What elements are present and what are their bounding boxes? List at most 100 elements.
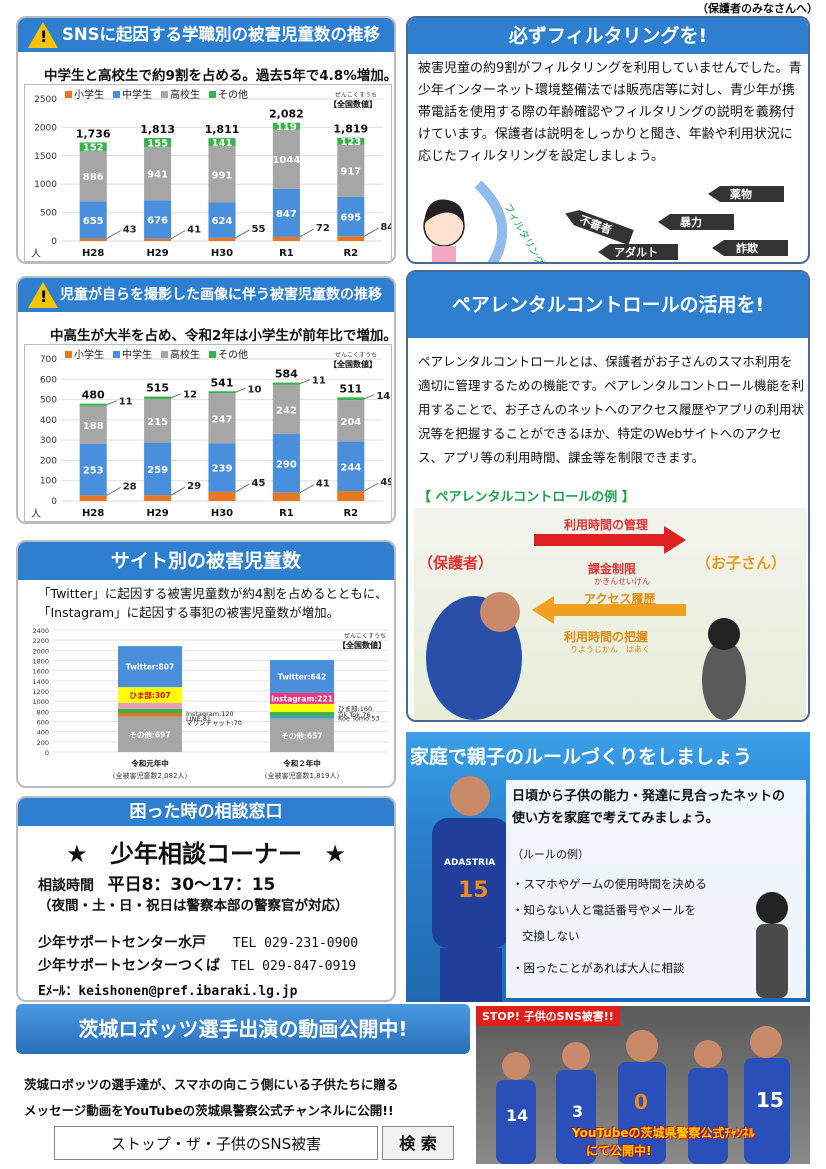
data-label: その他:697 <box>129 729 170 739</box>
data-label: 141 <box>212 138 233 149</box>
panel-header: ペアレンタルコントロールの活用を! <box>408 272 808 338</box>
arrows <box>426 526 746 720</box>
search-box[interactable]: ストップ・ザ・子供のSNS被害 <box>54 1126 378 1160</box>
center-tel[interactable]: TEL 029-847-0919 <box>230 959 357 974</box>
panel-site-victims: サイト別の被害児童数 「Twitter」に起因する被害児童数が約4割を占めるとと… <box>16 540 396 788</box>
search-button-label: 検 索 <box>399 1134 437 1153</box>
bar-segment <box>144 398 172 443</box>
x-tick-label: 令和元年中 <box>130 758 169 768</box>
email-address[interactable]: Eﾒｰﾙ：keishonen@pref.ibaraki.lg.jp <box>38 984 298 999</box>
y-axis-unit: 人 <box>31 508 41 520</box>
data-label: 14 <box>376 391 390 402</box>
label-leader <box>235 229 250 239</box>
example-photo: （保護者） （お子さん） 利用時間の管理 課金制限 かきんせいげん アクセス履歴… <box>414 508 806 720</box>
x-tick-label: H29 <box>146 248 168 259</box>
bar-segment <box>270 692 334 704</box>
label-leader <box>106 400 117 406</box>
search-button[interactable]: 検 索 <box>382 1126 454 1160</box>
scope-label: 【全国数値】 <box>329 359 377 369</box>
chart-frame: 0 200 400 600 800 1000 1200 1400 1600 1800 2000 220… <box>20 624 394 786</box>
panel-header: ! 児童が自らを撮影した画像に伴う被害児童数の推移 <box>18 278 394 312</box>
example-title: 【 ペアレンタルコントロールの例 】 <box>418 490 635 505</box>
total-label: 1,736 <box>76 127 111 140</box>
bar-segment <box>79 142 107 152</box>
bar-segment <box>208 146 236 203</box>
data-label: 55 <box>252 224 266 235</box>
total-label: 1,819 <box>333 123 368 136</box>
y-tick-label: 1200 <box>32 688 49 696</box>
panel-title: 児童が自らを撮影した画像に伴う被害児童数の推移 <box>60 287 382 303</box>
chart-site-victims: 0 200 400 600 800 1000 1200 1400 1600 1800 2000 220… <box>32 627 388 780</box>
unit-note: ぜんこくすうち <box>335 352 377 359</box>
right-item-2: 課金制限 <box>588 562 637 576</box>
bar-segment <box>79 443 107 496</box>
label-leader <box>170 393 182 399</box>
data-label: 28 <box>123 481 137 492</box>
x-tick-label: R2 <box>343 248 358 259</box>
bar-segment <box>144 238 172 241</box>
legend-swatch <box>113 351 120 358</box>
data-label: 676 <box>147 215 168 226</box>
total-label: （全被害児童数1,819人） <box>260 771 343 780</box>
panel-selfie-victims: ! 児童が自らを撮影した画像に伴う被害児童数の推移 中高生が大半を占め、令和2年… <box>16 276 396 524</box>
data-label: LINE:81 <box>186 715 211 723</box>
y-tick-label: 600 <box>37 719 49 727</box>
chart-frame: 0 500 1000 1500 2000 2500 人 43 655 886 152 1,736 H28… <box>24 84 394 262</box>
y-tick-label: 600 <box>40 375 57 385</box>
data-label: 123 <box>340 137 361 148</box>
data-label: 244 <box>340 462 361 473</box>
bar-segment <box>79 405 107 444</box>
missile-violence: 暴力 <box>658 214 734 230</box>
y-axis-unit: 人 <box>31 248 41 260</box>
bar-segment <box>118 708 182 714</box>
player <box>618 1030 666 1164</box>
data-label: その他:657 <box>281 730 322 740</box>
svg-text:薬物: 薬物 <box>730 187 752 201</box>
hours-value: 平日8：30〜17：15 <box>107 875 276 895</box>
missile-adult: アダルト <box>598 244 678 260</box>
bar-segment <box>79 151 107 202</box>
center-name: 少年サポートセンターつくば <box>38 958 220 974</box>
total-label: 480 <box>82 389 105 402</box>
data-label: 41 <box>187 225 201 236</box>
y-tick-label: 2500 <box>34 95 57 105</box>
shield-label: フィルタリング <box>501 201 547 264</box>
bar-segment <box>337 144 365 197</box>
girl-photo <box>756 892 788 998</box>
y-tick-label: 400 <box>40 416 57 426</box>
bar-segment <box>272 492 300 501</box>
data-label: 1044 <box>272 155 300 166</box>
label-leader <box>364 227 379 237</box>
y-tick-label: 200 <box>37 739 49 747</box>
legend-label: 小学生 <box>74 88 104 101</box>
chart-sns-by-school: 0 500 1000 1500 2000 2500 人 43 655 886 152 1,736 H28… <box>31 88 394 260</box>
data-label: 10 <box>248 384 262 395</box>
left-arrow <box>532 596 686 624</box>
jersey-number: 14 <box>506 1106 529 1125</box>
legend-swatch <box>113 91 120 98</box>
panel-sns-by-school: ! SNSに起因する学職別の被害児童数の推移 中学生と高校生で約9割を占める。過… <box>16 16 396 264</box>
data-label: Koe Tomo:53 <box>338 714 380 722</box>
x-tick-label: H29 <box>146 508 168 519</box>
bar-segment <box>270 712 334 716</box>
panel-title: 必ずフィルタリングを! <box>508 25 708 47</box>
panel-title: 困った時の相談窓口 <box>129 802 283 822</box>
data-label: 84 <box>380 222 391 233</box>
bar-segment <box>270 660 334 693</box>
child-label: （お子さん） <box>696 554 787 572</box>
bar-segment <box>144 396 172 399</box>
video-body-2: メッセージ動画をYouTubeの茨城県警察公式チャンネルに公開!! <box>24 1103 394 1118</box>
unit-note: ぜんこくすうち <box>344 633 386 640</box>
girl-figure <box>702 640 746 720</box>
label-leader <box>299 484 315 494</box>
video-body-1: 茨城ロボッツの選手達が、スマホの向こう側にいる子供たちに贈る <box>24 1077 399 1092</box>
total-label: 515 <box>146 382 169 395</box>
panel-header: ! SNSに起因する学職別の被害児童数の推移 <box>18 18 394 52</box>
center-tel[interactable]: TEL 029-231-0900 <box>232 936 359 951</box>
player <box>556 1042 596 1164</box>
panel-title: 家庭で親子のルールづくりをしましょう <box>410 746 753 768</box>
right-item-3: かきんせいげん <box>594 577 650 586</box>
team-photo[interactable]: STOP! 子供のSNS被害!! 14 3 0 15 YouTubeの茨城県警察… <box>476 1006 810 1164</box>
y-tick-label: 1500 <box>34 152 57 162</box>
jersey-brand: ADASTRIA <box>444 858 496 868</box>
